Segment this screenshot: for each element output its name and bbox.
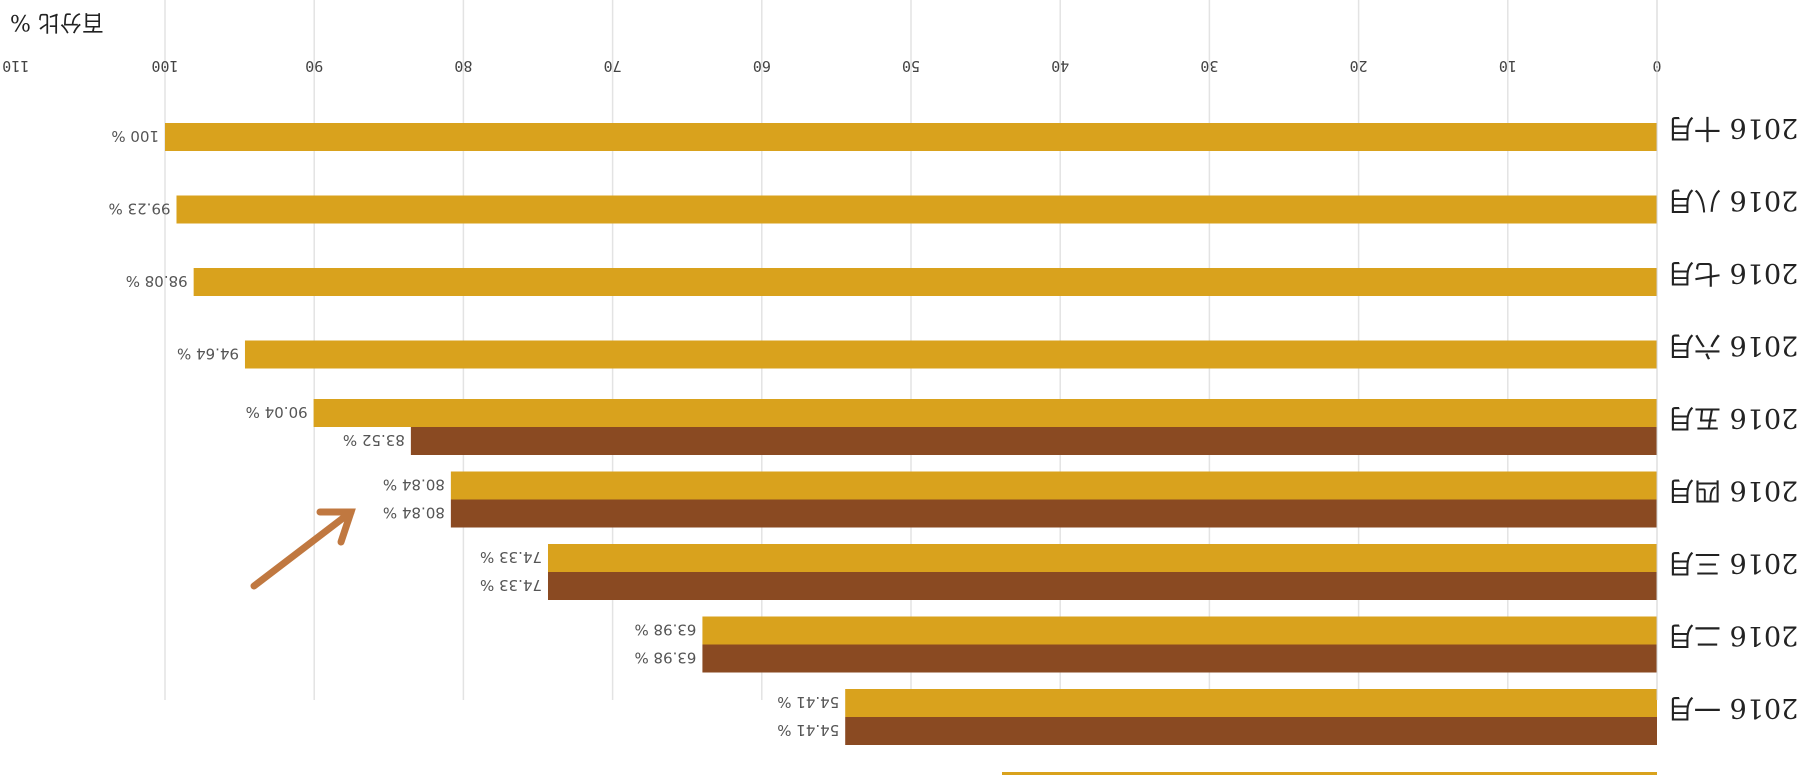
data-label: 63.98 % [634,621,696,639]
bar-series-1 [313,399,1657,427]
x-tick-label: 90 [305,57,323,75]
x-tick-label: 10 [1499,57,1517,75]
category-label: 2016 六月 [1667,330,1798,361]
data-label: 63.98 % [634,649,696,667]
bar-series-1 [845,689,1657,717]
category-label: 2016 三月 [1667,547,1798,578]
category-label: 2016 八月 [1667,185,1798,216]
bar-series-2 [410,427,1657,455]
x-tick-label: 110 [2,57,29,75]
data-label: 80.84 % [383,476,445,494]
x-tick-label: 100 [151,57,178,75]
data-label: 54.41 % [777,721,839,739]
bar-series-2 [702,644,1657,673]
bar-series-1 [193,268,1657,296]
category-label: 2016 一月 [1667,692,1798,723]
data-label: 74.33 % [480,576,542,594]
bar-series-2 [845,717,1657,745]
x-tick-label: 70 [604,57,622,75]
data-label: 90.04 % [246,403,308,421]
data-label: 100 % [111,127,159,145]
bar-series-1 [450,471,1657,500]
data-labels: 100 % 99.23 % 98.08 % 94.64 % 83.52 % 90.04 %… [109,127,840,739]
data-label: 99.23 % [109,200,171,218]
category-labels: 2016 十月 2016 八月 2016 七月 2016 六月 2016 五月 2016 … [1667,112,1798,723]
data-label: 83.52 % [343,431,405,449]
bar-series-1 [547,544,1657,572]
category-label: 2016 七月 [1667,257,1798,288]
bar-series-2 [547,572,1657,600]
bar-series-1 [165,123,1657,151]
x-tick-label: 50 [902,57,920,75]
bars [165,123,1657,745]
x-tick-label: 30 [1200,57,1218,75]
clipped-bar-stub [1002,772,1657,775]
data-label: 54.41 % [777,693,839,711]
category-label: 2016 五月 [1667,402,1798,433]
category-label: 2016 二月 [1667,620,1798,651]
annotation-arrow [250,508,356,590]
data-label: 98.08 % [126,272,188,290]
bar-series-1 [176,195,1657,224]
data-label: 94.64 % [177,345,239,363]
axis-title: 百分比 % [10,9,104,34]
x-tick-label: 20 [1350,57,1368,75]
x-tick-label: 80 [454,57,472,75]
data-label: 74.33 % [480,548,542,566]
category-label: 2016 四月 [1667,475,1798,506]
bar-series-2 [450,499,1657,528]
x-tick-label: 40 [1051,57,1069,75]
data-label: 80.84 % [383,504,445,522]
bar-series-1 [244,340,1657,369]
x-tick-label: 60 [753,57,771,75]
bar-series-1 [702,616,1657,645]
category-label: 2016 十月 [1667,112,1798,143]
